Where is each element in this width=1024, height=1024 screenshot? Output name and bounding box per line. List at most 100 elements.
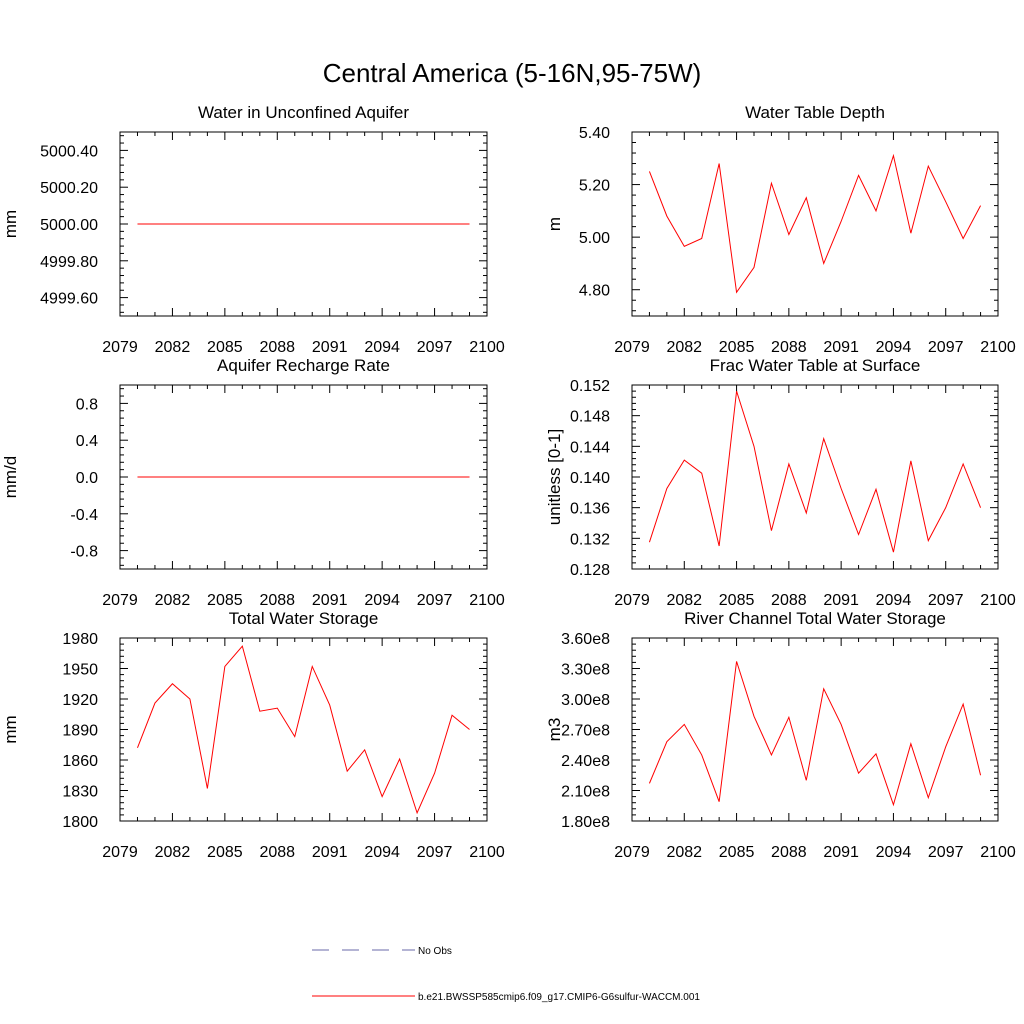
y-axis-label: m xyxy=(545,217,564,231)
x-tick-label: 2088 xyxy=(771,844,807,861)
x-tick-label: 2094 xyxy=(876,844,912,861)
x-tick-label: 2100 xyxy=(469,844,505,861)
x-tick-label: 2091 xyxy=(312,592,348,609)
x-tick-label: 2091 xyxy=(823,592,859,609)
y-tick-label: 1800 xyxy=(62,814,98,831)
x-tick-label: 2100 xyxy=(469,592,505,609)
panel-title: River Channel Total Water Storage xyxy=(684,609,946,628)
y-tick-label: 4.80 xyxy=(579,283,610,300)
x-tick-label: 2082 xyxy=(155,339,191,356)
y-axis-label: unitless [0-1] xyxy=(545,429,564,525)
x-tick-label: 2091 xyxy=(823,339,859,356)
x-tick-label: 2088 xyxy=(771,592,807,609)
y-tick-label: 4999.80 xyxy=(40,254,98,271)
y-tick-label: 5000.00 xyxy=(40,217,98,234)
panel-title: Water Table Depth xyxy=(745,103,885,122)
x-tick-label: 2097 xyxy=(928,592,964,609)
legend-label-model-run: b.e21.BWSSP585cmip6.f09_g17.CMIP6-G6sulf… xyxy=(418,992,700,1003)
y-tick-label: 3.60e8 xyxy=(561,631,610,648)
x-tick-label: 2100 xyxy=(980,339,1016,356)
y-tick-label: 0.132 xyxy=(570,531,610,548)
y-axis-label: mm xyxy=(1,715,20,743)
y-tick-label: 3.30e8 xyxy=(561,662,610,679)
x-tick-label: 2079 xyxy=(102,339,138,356)
y-tick-label: 0.128 xyxy=(570,562,610,579)
x-tick-label: 2085 xyxy=(207,844,243,861)
main-title: Central America (5-16N,95-75W) xyxy=(323,58,702,88)
y-tick-label: 0.0 xyxy=(76,470,98,487)
x-tick-label: 2079 xyxy=(614,844,650,861)
y-axis-label: mm/d xyxy=(1,456,20,499)
y-tick-label: 1980 xyxy=(62,631,98,648)
x-tick-label: 2091 xyxy=(312,844,348,861)
panels: Water in Unconfined Aquifer mm 2079 2082 208… xyxy=(1,103,1016,861)
x-tick-label: 2094 xyxy=(364,592,400,609)
y-tick-label: 5000.20 xyxy=(40,180,98,197)
plot-frame xyxy=(119,637,488,822)
y-tick-label: 1950 xyxy=(62,662,98,679)
chart-panel-6: River Channel Total Water Storage m3 2079 2… xyxy=(545,609,1016,861)
y-tick-label: 0.144 xyxy=(570,439,610,456)
chart-panel-3: Aquifer Recharge Rate mm/d 2079 2082 2085 208… xyxy=(1,356,505,609)
chart-panel-2: Water Table Depth m 2079 2082 2085 2088 2091 20… xyxy=(545,103,1016,356)
y-tick-label: 5.20 xyxy=(579,178,610,195)
chart-panel-1: Water in Unconfined Aquifer mm 2079 2082 208… xyxy=(1,103,505,356)
y-tick-label: 1830 xyxy=(62,784,98,801)
series-line xyxy=(648,661,982,807)
x-tick-label: 2088 xyxy=(259,592,295,609)
legend: No Obs b.e21.BWSSP585cmip6.f09_g17.CMIP6… xyxy=(312,946,700,1003)
y-tick-label: 0.136 xyxy=(570,501,610,518)
y-tick-label: 0.148 xyxy=(570,409,610,426)
x-tick-label: 2097 xyxy=(417,844,453,861)
y-tick-label: 2.40e8 xyxy=(561,753,610,770)
y-tick-label: 4999.60 xyxy=(40,291,98,308)
y-axis-label: mm xyxy=(1,210,20,238)
x-tick-label: 2094 xyxy=(876,592,912,609)
x-tick-label: 2082 xyxy=(666,339,702,356)
x-tick-label: 2085 xyxy=(719,844,755,861)
x-tick-label: 2085 xyxy=(719,339,755,356)
x-tick-label: 2094 xyxy=(876,339,912,356)
x-tick-label: 2097 xyxy=(928,844,964,861)
x-tick-label: 2082 xyxy=(155,592,191,609)
series-line xyxy=(648,390,982,553)
y-tick-label: 1.80e8 xyxy=(561,814,610,831)
series-line xyxy=(648,153,982,294)
y-tick-label: 0.4 xyxy=(76,433,98,450)
y-tick-label: 1860 xyxy=(62,753,98,770)
x-tick-label: 2079 xyxy=(102,592,138,609)
x-tick-label: 2097 xyxy=(928,339,964,356)
y-tick-label: 0.140 xyxy=(570,470,610,487)
panel-title: Total Water Storage xyxy=(229,609,379,628)
panel-title: Aquifer Recharge Rate xyxy=(217,356,390,375)
y-tick-label: 5.00 xyxy=(579,230,610,247)
y-tick-label: -0.4 xyxy=(70,507,98,524)
y-tick-label: 0.8 xyxy=(76,396,98,413)
x-tick-label: 2085 xyxy=(207,339,243,356)
x-tick-label: 2100 xyxy=(980,844,1016,861)
chart-panel-4: Frac Water Table at Surface unitless [0-1… xyxy=(545,356,1016,609)
panel-title: Water in Unconfined Aquifer xyxy=(198,103,409,122)
x-tick-label: 2088 xyxy=(259,844,295,861)
y-tick-label: 2.10e8 xyxy=(561,784,610,801)
x-tick-label: 2097 xyxy=(417,592,453,609)
y-tick-label: 5000.40 xyxy=(40,143,98,160)
y-tick-label: 0.152 xyxy=(570,378,610,395)
y-axis-label: m3 xyxy=(545,718,564,742)
x-tick-label: 2082 xyxy=(155,844,191,861)
x-tick-label: 2079 xyxy=(614,592,650,609)
chart-panel-5: Total Water Storage mm 2079 2082 2085 2088 209… xyxy=(1,609,505,861)
x-tick-label: 2094 xyxy=(364,844,400,861)
y-tick-label: 5.40 xyxy=(579,125,610,142)
y-tick-label: -0.8 xyxy=(70,544,98,561)
y-tick-label: 3.00e8 xyxy=(561,692,610,709)
x-tick-label: 2088 xyxy=(771,339,807,356)
x-tick-label: 2091 xyxy=(823,844,859,861)
x-tick-label: 2085 xyxy=(207,592,243,609)
y-tick-label: 2.70e8 xyxy=(561,723,610,740)
x-tick-label: 2100 xyxy=(469,339,505,356)
panel-title: Frac Water Table at Surface xyxy=(710,356,921,375)
x-tick-label: 2100 xyxy=(980,592,1016,609)
x-tick-label: 2085 xyxy=(719,592,755,609)
